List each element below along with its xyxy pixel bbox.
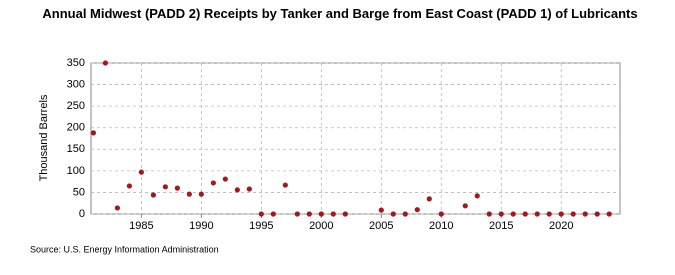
point (402, 211, 408, 217)
x-tick-label: 2005 (369, 220, 393, 232)
y-tick-label: 250 (67, 100, 85, 112)
point (234, 187, 240, 193)
point (258, 211, 264, 217)
point (150, 192, 156, 198)
point (342, 211, 348, 217)
y-tick-label: 300 (67, 78, 85, 90)
point (102, 60, 108, 66)
point (186, 191, 192, 197)
point (330, 211, 336, 217)
point (486, 211, 492, 217)
point (582, 211, 588, 217)
point (90, 130, 96, 136)
point (570, 211, 576, 217)
point (462, 203, 468, 209)
point (594, 211, 600, 217)
point (534, 211, 540, 217)
y-tick-label: 350 (67, 57, 85, 69)
point (294, 211, 300, 217)
point (558, 211, 564, 217)
x-tick-label: 1990 (189, 220, 213, 232)
point (474, 193, 480, 199)
x-tick-label: 2015 (489, 220, 513, 232)
point (210, 180, 216, 186)
point (282, 182, 288, 188)
point (138, 169, 144, 175)
point (522, 211, 528, 217)
point (546, 211, 552, 217)
y-axis-label: Thousand Barrels (38, 94, 50, 181)
point (510, 211, 516, 217)
point (498, 211, 504, 217)
y-tick-label: 100 (67, 165, 85, 177)
x-tick-label: 1985 (129, 220, 153, 232)
point (270, 211, 276, 217)
point (174, 185, 180, 191)
point (390, 211, 396, 217)
point (438, 211, 444, 217)
point (126, 183, 132, 189)
y-tick-label: 150 (67, 143, 85, 155)
y-tick-label: 0 (79, 208, 85, 220)
plot-frame (90, 62, 621, 215)
point (606, 211, 612, 217)
chart-title: Annual Midwest (PADD 2) Receipts by Tank… (42, 6, 638, 21)
point (414, 207, 420, 213)
point (246, 186, 252, 192)
point (114, 205, 120, 211)
point (162, 184, 168, 190)
x-tick-label: 2010 (429, 220, 453, 232)
point (306, 211, 312, 217)
point (426, 196, 432, 202)
x-tick-label: 1995 (249, 220, 273, 232)
point (198, 191, 204, 197)
point (378, 207, 384, 213)
source: Source: U.S. Energy Information Administ… (30, 244, 219, 254)
y-tick-label: 200 (67, 122, 85, 134)
y-tick-label: 50 (73, 186, 85, 198)
point (318, 211, 324, 217)
point (222, 176, 228, 182)
x-tick-label: 2000 (309, 220, 333, 232)
x-tick-label: 2020 (549, 220, 573, 232)
